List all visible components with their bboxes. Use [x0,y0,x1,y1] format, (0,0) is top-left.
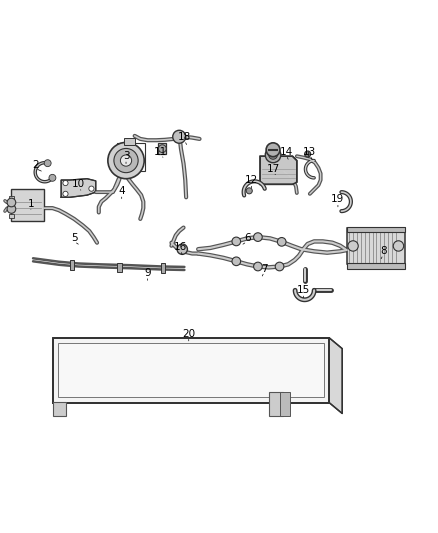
Text: 18: 18 [178,132,191,142]
Text: 9: 9 [145,268,151,278]
Bar [117,143,145,172]
Text: 3: 3 [123,151,129,161]
Circle shape [232,257,240,265]
Text: 8: 8 [380,246,387,256]
Text: 16: 16 [173,242,187,252]
Polygon shape [53,338,329,403]
Bar [9,214,14,217]
Text: 13: 13 [303,147,316,157]
Circle shape [173,130,186,143]
Circle shape [63,181,68,185]
Text: 5: 5 [71,233,78,244]
Circle shape [63,191,68,197]
Bar [279,392,290,416]
Text: 7: 7 [261,264,268,273]
Circle shape [348,241,358,251]
Bar [159,143,166,154]
Bar [70,261,74,270]
Text: 15: 15 [297,285,310,295]
Bar [269,392,283,416]
Text: 17: 17 [266,164,280,174]
Circle shape [275,262,284,271]
Text: 12: 12 [245,175,258,185]
Polygon shape [260,156,297,184]
Bar [124,138,134,146]
Text: 11: 11 [154,147,167,157]
Polygon shape [61,179,96,197]
Circle shape [254,262,262,271]
Circle shape [269,151,277,159]
Circle shape [304,151,311,157]
Bar [9,196,14,199]
Bar [346,228,405,264]
Text: 14: 14 [279,147,293,157]
Circle shape [266,143,280,157]
Circle shape [393,241,404,251]
Circle shape [232,237,240,246]
Bar [58,343,324,397]
Bar [117,263,122,272]
Text: 19: 19 [331,195,345,205]
Circle shape [89,186,94,191]
Circle shape [277,238,286,246]
Bar [53,402,66,416]
Circle shape [49,174,56,181]
Circle shape [7,205,16,213]
Circle shape [254,233,262,241]
Circle shape [159,145,166,152]
Circle shape [246,188,252,194]
Text: 6: 6 [244,233,251,244]
Circle shape [108,142,144,179]
Circle shape [7,198,16,207]
Bar [11,189,44,221]
Text: 20: 20 [182,328,195,338]
Text: 4: 4 [118,186,125,196]
Circle shape [120,155,132,166]
Polygon shape [329,338,342,414]
Text: 2: 2 [32,160,39,170]
Circle shape [114,149,138,173]
Bar [346,227,405,232]
Circle shape [265,147,281,163]
Circle shape [177,244,187,254]
Text: 1: 1 [28,199,34,209]
Text: 10: 10 [72,179,85,189]
Bar [161,263,165,272]
Circle shape [44,160,51,167]
Bar [346,263,405,269]
